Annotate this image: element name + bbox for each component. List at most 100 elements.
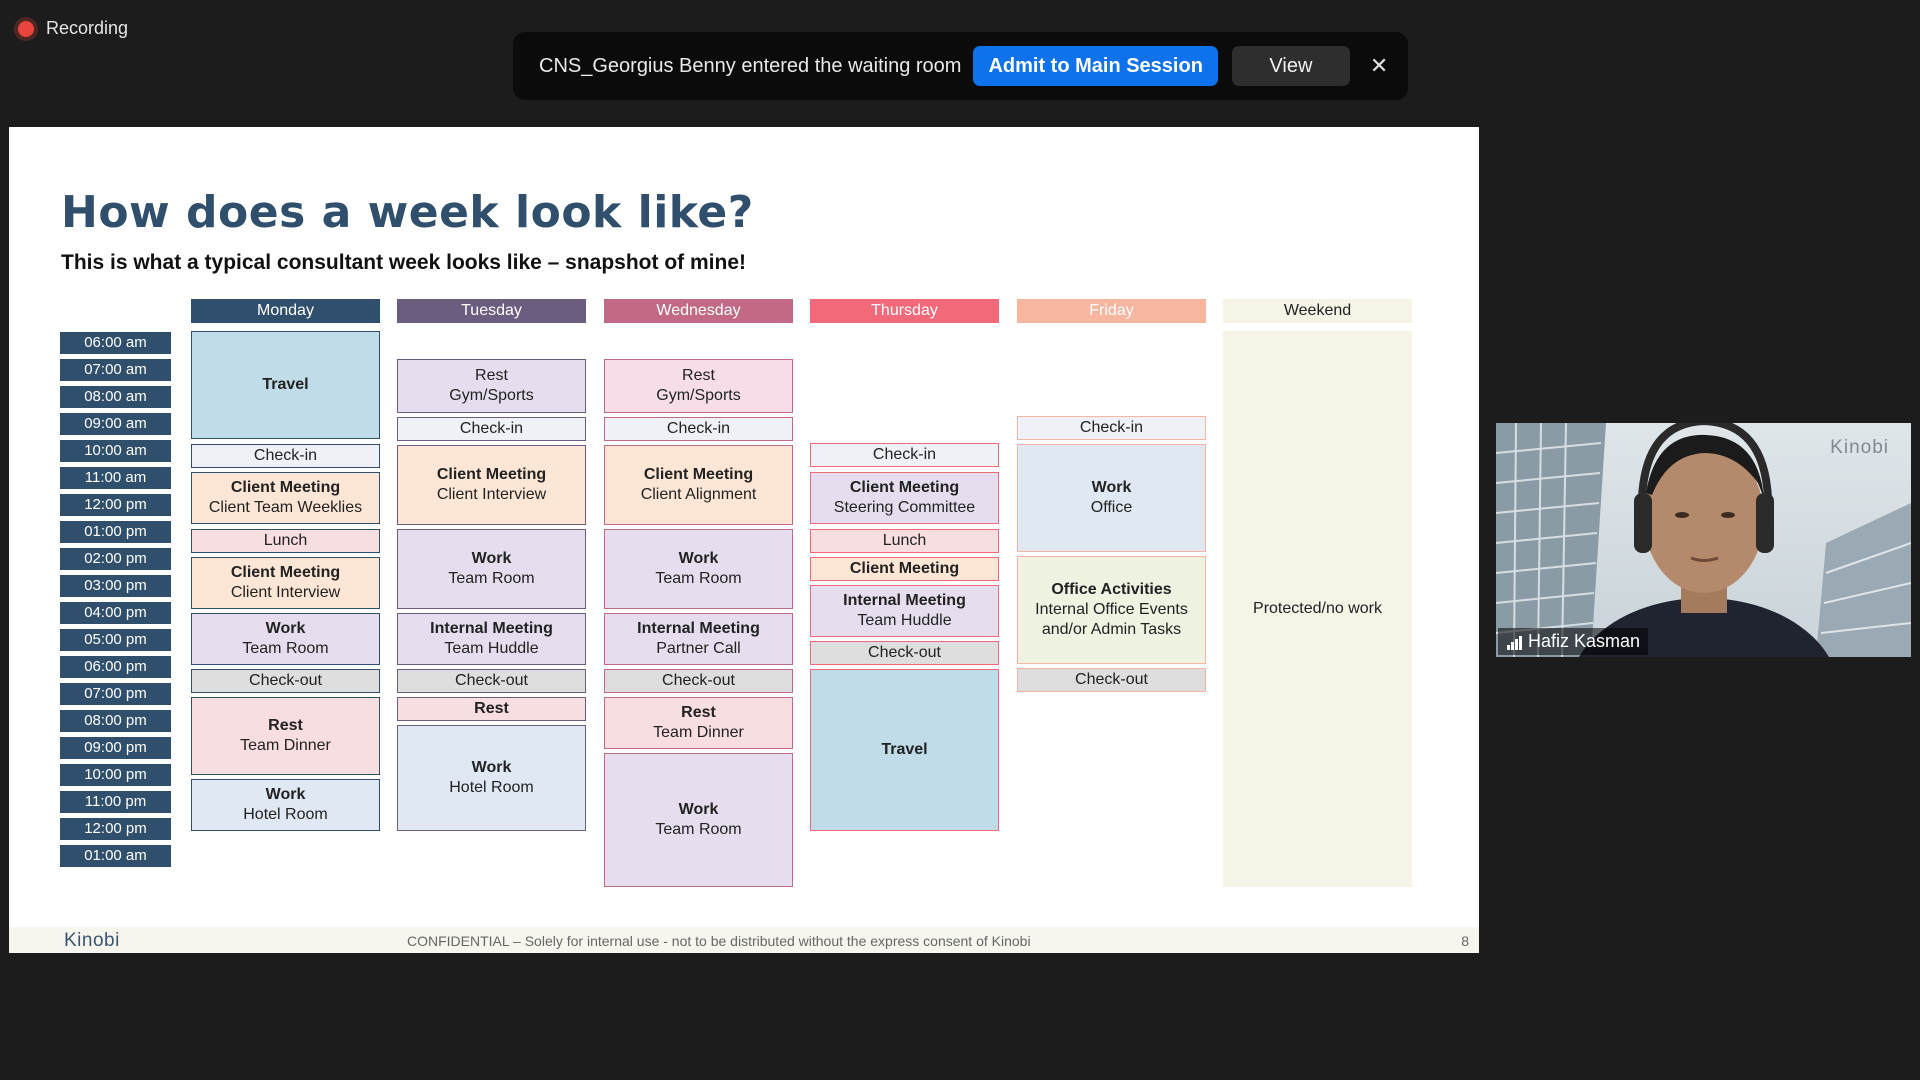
block-title: Rest	[268, 717, 303, 734]
block-title: Rest	[475, 367, 508, 384]
block-title: Rest	[474, 700, 509, 717]
speaker-video-tile[interactable]: Kinobi Hafiz Kasman	[1496, 423, 1911, 657]
block-subtitle: Team Huddle	[444, 640, 539, 657]
day-column-monday: Monday Travel Check-in Client Meeting Cl…	[191, 299, 380, 859]
signal-strength-icon	[1507, 635, 1522, 650]
block-checkin: Check-in	[810, 443, 999, 467]
day-column-wednesday: Wednesday Rest Gym/Sports Check-in Clien…	[604, 299, 793, 887]
block-checkin: Check-in	[397, 417, 586, 441]
block-title: Check-in	[253, 447, 318, 464]
time-slot: 07:00 pm	[60, 683, 171, 705]
block-title: Check-in	[1079, 419, 1144, 436]
block-protected: Protected/no work	[1223, 331, 1412, 887]
block-title: Work	[471, 759, 512, 776]
block-rest: Rest	[397, 697, 586, 721]
page-number: 8	[1461, 933, 1469, 949]
speaker-video-frame	[1496, 423, 1911, 657]
block-title: Lunch	[263, 532, 308, 549]
block-subtitle: Team Room	[655, 570, 742, 587]
block-title: Check-out	[249, 672, 322, 689]
block-subtitle: Internal Office Events and/or Admin Task…	[1035, 601, 1188, 638]
block-title: Internal Meeting	[843, 592, 966, 609]
recording-label: Recording	[46, 18, 129, 38]
day-header-friday: Friday	[1017, 299, 1206, 323]
block-client-meeting: Client Meeting Client Team Weeklies	[191, 472, 380, 524]
block-checkout: Check-out	[191, 669, 380, 693]
block-subtitle: Partner Call	[656, 640, 741, 657]
block-internal-meeting: Internal Meeting Partner Call	[604, 613, 793, 665]
time-slot: 03:00 pm	[60, 575, 171, 597]
block-work: Work Team Room	[397, 529, 586, 609]
day-column-thursday: Thursday Check-in Client Meeting Steerin…	[810, 299, 999, 859]
block-checkin: Check-in	[604, 417, 793, 441]
time-slot: 10:00 am	[60, 440, 171, 462]
day-column-tuesday: Tuesday Rest Gym/Sports Check-in Client …	[397, 299, 586, 859]
block-title: Work	[1091, 479, 1132, 496]
time-slot: 11:00 am	[60, 467, 171, 489]
speaker-name-label: Hafiz Kasman	[1498, 628, 1649, 655]
block-subtitle: Client Alignment	[640, 486, 757, 503]
block-checkout: Check-out	[1017, 668, 1206, 692]
close-icon[interactable]: ✕	[1369, 53, 1389, 78]
day-header-weekend: Weekend	[1223, 299, 1412, 323]
block-title: Work	[678, 801, 719, 818]
block-title: Client Meeting	[643, 466, 754, 483]
block-title: Rest	[681, 704, 716, 721]
block-work: Work Office	[1017, 444, 1206, 552]
block-title: Work	[265, 786, 306, 803]
time-slot: 01:00 pm	[60, 521, 171, 543]
block-subtitle: Client Interview	[230, 584, 341, 601]
block-travel: Travel	[810, 669, 999, 831]
block-subtitle: Team Room	[655, 821, 742, 838]
block-checkout: Check-out	[810, 641, 999, 665]
block-subtitle: Steering Committee	[833, 499, 976, 516]
time-slot: 09:00 am	[60, 413, 171, 435]
block-client-meeting: Client Meeting	[810, 557, 999, 581]
slide-title: How does a week look like?	[61, 187, 754, 238]
recording-indicator[interactable]: Recording	[18, 18, 128, 39]
block-title: Work	[265, 620, 306, 637]
block-title: Office Activities	[1051, 581, 1172, 598]
block-checkout: Check-out	[397, 669, 586, 693]
block-title: Travel	[881, 741, 928, 758]
block-client-meeting: Client Meeting Steering Committee	[810, 472, 999, 524]
day-header-monday: Monday	[191, 299, 380, 323]
time-slot: 05:00 pm	[60, 629, 171, 651]
block-work: Work Hotel Room	[191, 779, 380, 831]
block-checkin: Check-in	[191, 444, 380, 468]
time-slot: 09:00 pm	[60, 737, 171, 759]
speaker-name: Hafiz Kasman	[1528, 631, 1641, 651]
block-subtitle: Gym/Sports	[449, 387, 534, 404]
block-subtitle: Office	[1090, 499, 1133, 516]
block-internal-meeting: Internal Meeting Team Huddle	[397, 613, 586, 665]
confidential-notice: CONFIDENTIAL – Solely for internal use -…	[407, 933, 1031, 949]
block-title: Client Meeting	[436, 466, 547, 483]
time-slot: 08:00 am	[60, 386, 171, 408]
block-subtitle: Team Room	[242, 640, 329, 657]
slide-footer: Kinobi CONFIDENTIAL – Solely for interna…	[9, 927, 1479, 953]
record-dot-icon	[18, 20, 34, 37]
time-slot: 08:00 pm	[60, 710, 171, 732]
block-title: Check-out	[868, 644, 941, 661]
block-title: Internal Meeting	[637, 620, 760, 637]
time-slot: 01:00 am	[60, 845, 171, 867]
block-title: Check-in	[872, 446, 937, 463]
footer-brand-logo: Kinobi	[64, 930, 120, 951]
block-office-activities: Office Activities Internal Office Events…	[1017, 556, 1206, 664]
block-rest: Rest Team Dinner	[604, 697, 793, 749]
block-title: Lunch	[882, 532, 927, 549]
block-work: Work Hotel Room	[397, 725, 586, 831]
view-button[interactable]: View	[1231, 46, 1350, 86]
block-subtitle: Team Dinner	[653, 724, 744, 741]
block-client-meeting: Client Meeting Client Interview	[397, 445, 586, 525]
time-slot: 11:00 pm	[60, 791, 171, 813]
admit-button[interactable]: Admit to Main Session	[973, 46, 1218, 86]
block-subtitle: Team Huddle	[857, 612, 952, 629]
block-title: Check-out	[455, 672, 528, 689]
notification-message: CNS_Georgius Benny entered the waiting r…	[539, 54, 962, 77]
time-slot: 12:00 pm	[60, 818, 171, 840]
block-title: Client Meeting	[230, 479, 341, 496]
day-header-tuesday: Tuesday	[397, 299, 586, 323]
block-title: Travel	[262, 376, 309, 393]
day-header-thursday: Thursday	[810, 299, 999, 323]
